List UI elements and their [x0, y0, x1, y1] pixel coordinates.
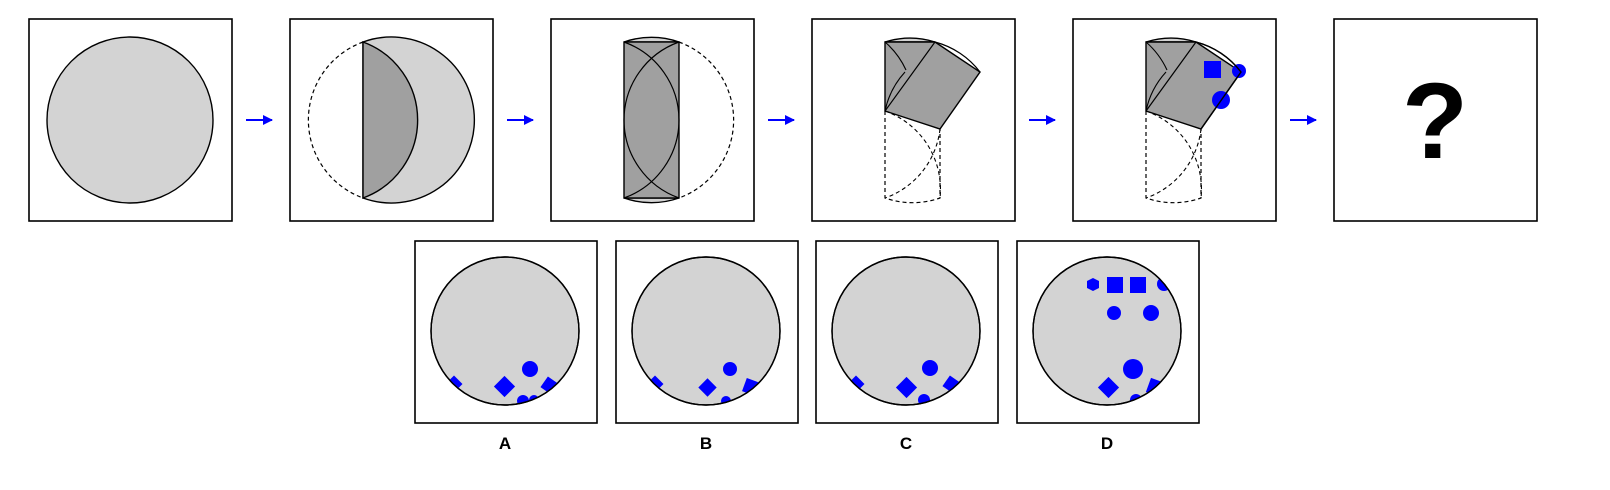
square-hole: [1130, 277, 1146, 293]
option-b-label: B: [700, 434, 712, 453]
inner-arc-top: [623, 41, 680, 121]
question-frame: [1333, 18, 1538, 222]
folded-flap: [362, 40, 419, 200]
circle-hole: [1123, 359, 1143, 379]
option-a[interactable]: A: [414, 240, 598, 453]
option-c-label: C: [900, 434, 912, 453]
folded-strip: [623, 41, 680, 199]
question-panel: ?: [1333, 18, 1538, 222]
step-1-panel: [28, 18, 233, 222]
option-d[interactable]: D: [1016, 240, 1200, 453]
option-c[interactable]: C: [815, 240, 999, 453]
circle-hole: [522, 361, 538, 377]
folded-wedge: [884, 41, 981, 130]
circle-hole: [1143, 305, 1159, 321]
circle-hole: [1107, 306, 1121, 320]
hexagon-hole: [1232, 64, 1246, 78]
square-hole: [1107, 277, 1123, 293]
hexagon-hole: [1087, 278, 1099, 291]
inner-arc-left-bottom: [623, 119, 680, 199]
inner-arc-left-top: [623, 41, 680, 121]
question-mark: ?: [1402, 60, 1468, 181]
option-a-label: A: [499, 434, 511, 453]
option-d-label: D: [1101, 434, 1113, 453]
step-5-panel: [1072, 18, 1277, 222]
paper-circle: [46, 36, 214, 204]
step-3-panel: [550, 18, 755, 222]
diamond-hole: [698, 378, 717, 397]
square-hole: [1204, 61, 1221, 78]
inner-arc-bottom: [623, 119, 680, 199]
circle-hole: [922, 360, 938, 376]
dashed-outline: [307, 41, 364, 199]
step-4-panel: [811, 18, 1016, 222]
step-2-panel: [289, 18, 494, 222]
circle-hole: [723, 362, 737, 376]
diamond-hole: [895, 376, 918, 399]
option-b[interactable]: B: [615, 240, 799, 453]
dashed-outline: [678, 41, 735, 199]
